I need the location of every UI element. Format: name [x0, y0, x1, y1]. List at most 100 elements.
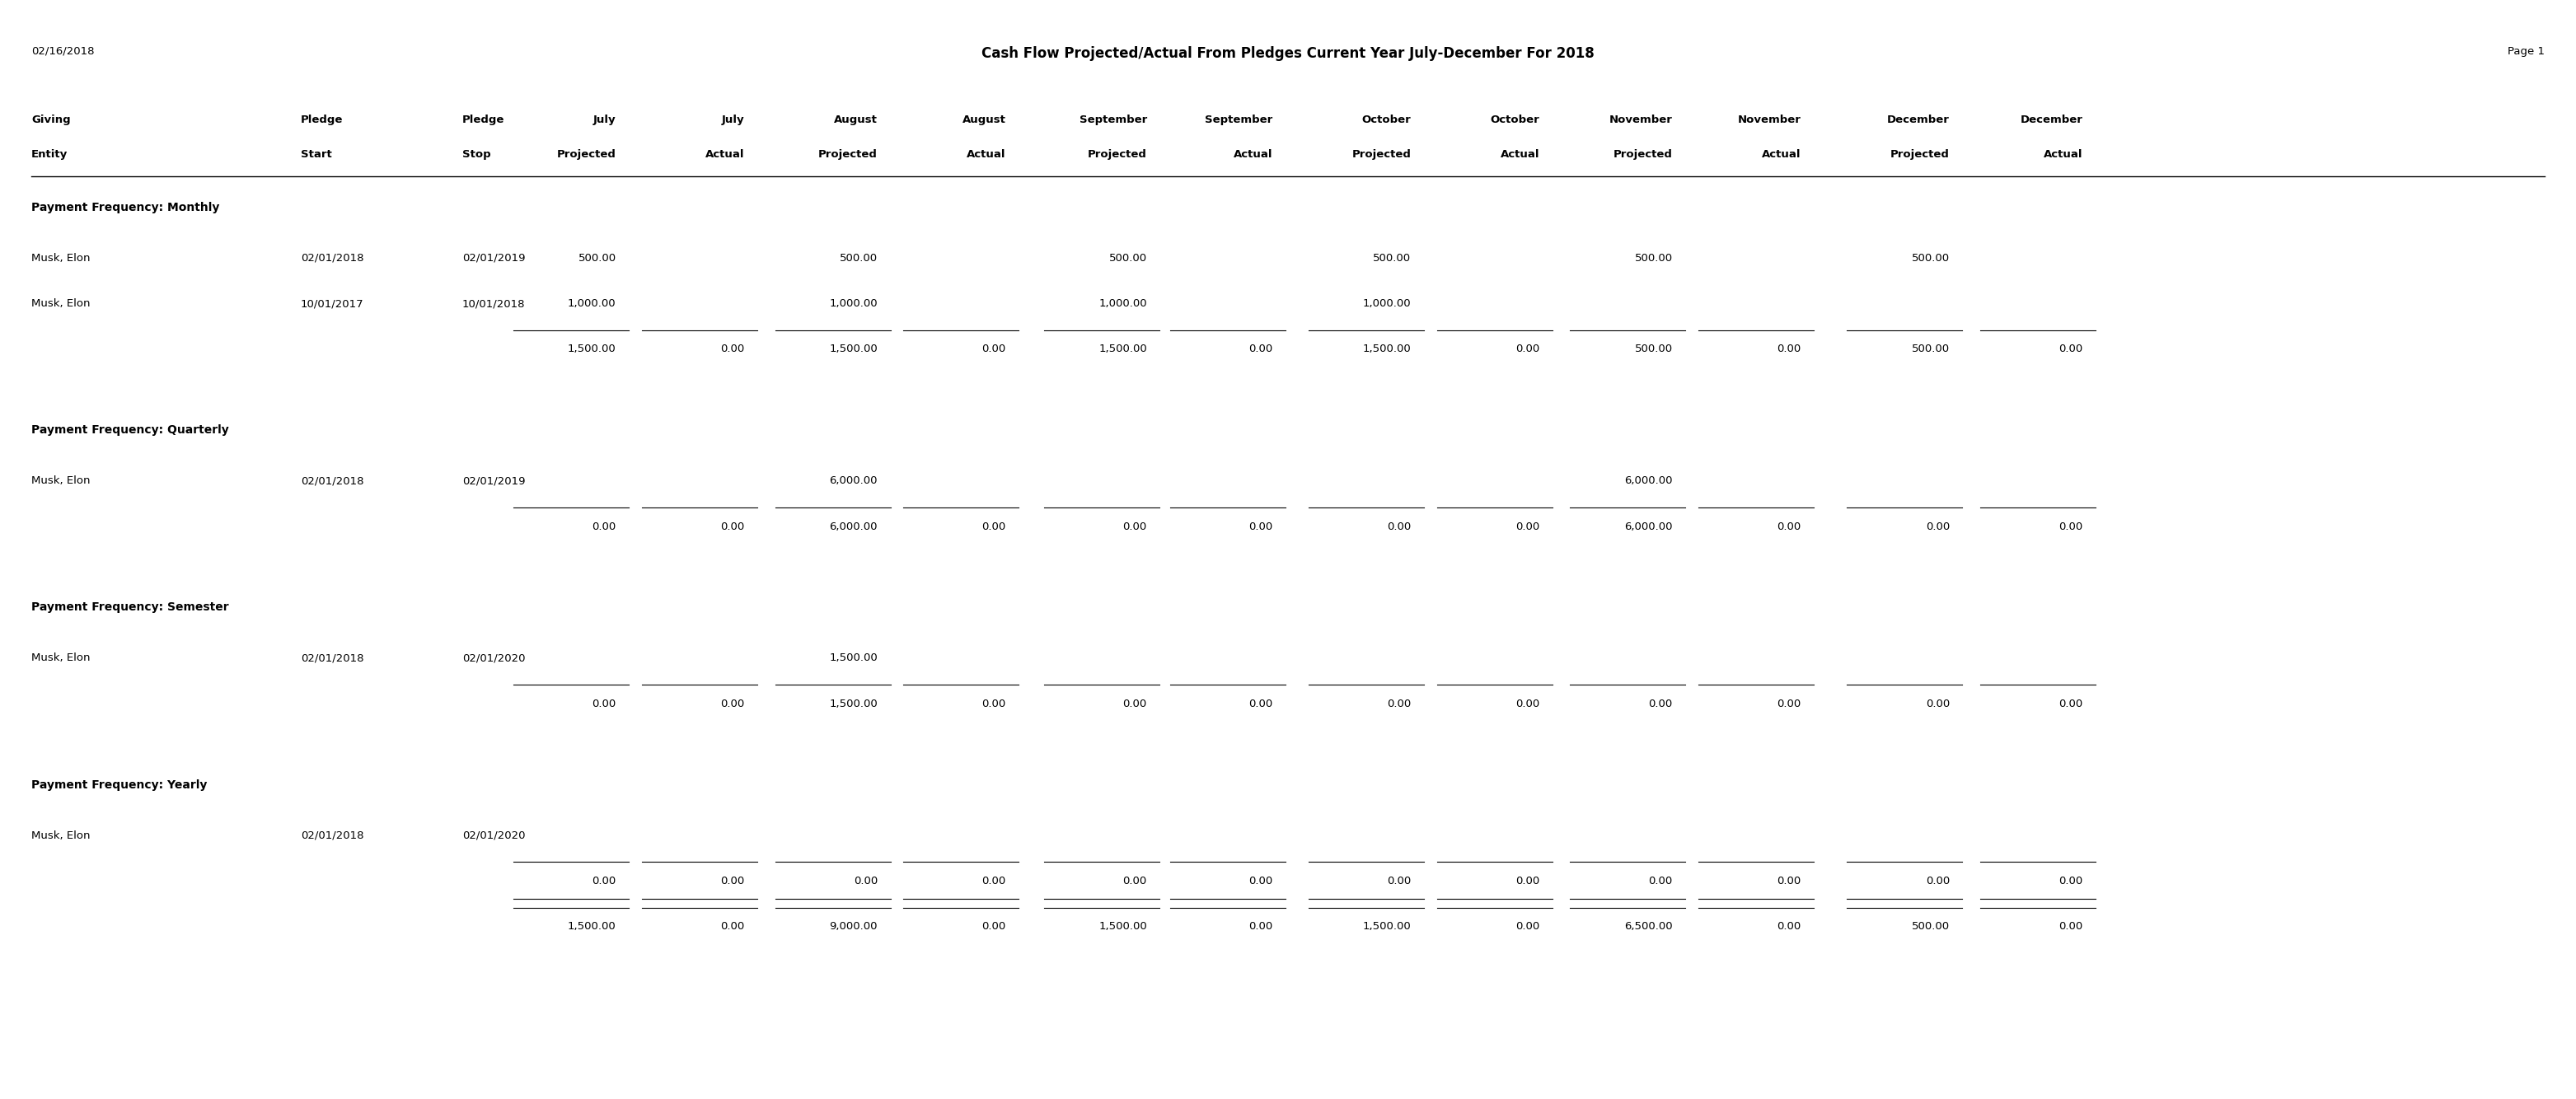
Text: 0.00: 0.00 [1249, 344, 1273, 355]
Text: Actual: Actual [706, 149, 744, 160]
Text: 0.00: 0.00 [721, 521, 744, 532]
Text: September: September [1206, 114, 1273, 125]
Text: 6,500.00: 6,500.00 [1625, 921, 1672, 932]
Text: 0.00: 0.00 [1123, 521, 1146, 532]
Text: 02/01/2020: 02/01/2020 [461, 653, 526, 664]
Text: 0.00: 0.00 [1515, 876, 1540, 887]
Text: December: December [2020, 114, 2084, 125]
Text: Actual: Actual [1762, 149, 1801, 160]
Text: 6,000.00: 6,000.00 [1625, 476, 1672, 486]
Text: 0.00: 0.00 [1515, 921, 1540, 932]
Text: 02/01/2019: 02/01/2019 [461, 476, 526, 486]
Text: Musk, Elon: Musk, Elon [31, 476, 90, 486]
Text: Musk, Elon: Musk, Elon [31, 653, 90, 664]
Text: 0.00: 0.00 [2058, 344, 2084, 355]
Text: Pledge: Pledge [461, 114, 505, 125]
Text: Payment Frequency: Quarterly: Payment Frequency: Quarterly [31, 424, 229, 436]
Text: 0.00: 0.00 [2058, 921, 2084, 932]
Text: November: November [1739, 114, 1801, 125]
Text: Musk, Elon: Musk, Elon [31, 298, 90, 309]
Text: 0.00: 0.00 [721, 876, 744, 887]
Text: 02/01/2018: 02/01/2018 [301, 253, 363, 264]
Text: 0.00: 0.00 [721, 344, 744, 355]
Text: October: October [1363, 114, 1412, 125]
Text: 0.00: 0.00 [981, 699, 1005, 709]
Text: 0.00: 0.00 [853, 876, 878, 887]
Text: August: August [963, 114, 1005, 125]
Text: 0.00: 0.00 [981, 344, 1005, 355]
Text: October: October [1489, 114, 1540, 125]
Text: 02/01/2018: 02/01/2018 [301, 653, 363, 664]
Text: Projected: Projected [1087, 149, 1146, 160]
Text: Payment Frequency: Yearly: Payment Frequency: Yearly [31, 779, 206, 790]
Text: 0.00: 0.00 [1777, 344, 1801, 355]
Text: 1,500.00: 1,500.00 [1363, 344, 1412, 355]
Text: September: September [1079, 114, 1146, 125]
Text: 500.00: 500.00 [1636, 253, 1672, 264]
Text: Projected: Projected [819, 149, 878, 160]
Text: 1,000.00: 1,000.00 [1363, 298, 1412, 309]
Text: Actual: Actual [2043, 149, 2084, 160]
Text: July: July [592, 114, 616, 125]
Text: 0.00: 0.00 [1249, 521, 1273, 532]
Text: 1,500.00: 1,500.00 [829, 344, 878, 355]
Text: 1,500.00: 1,500.00 [829, 653, 878, 664]
Text: 1,000.00: 1,000.00 [1097, 298, 1146, 309]
Text: 1,500.00: 1,500.00 [1363, 921, 1412, 932]
Text: 02/16/2018: 02/16/2018 [31, 46, 95, 57]
Text: Giving: Giving [31, 114, 70, 125]
Text: 0.00: 0.00 [1123, 699, 1146, 709]
Text: 0.00: 0.00 [1924, 699, 1950, 709]
Text: 1,500.00: 1,500.00 [1097, 344, 1146, 355]
Text: 0.00: 0.00 [1249, 699, 1273, 709]
Text: 500.00: 500.00 [1911, 344, 1950, 355]
Text: August: August [835, 114, 878, 125]
Text: Start: Start [301, 149, 332, 160]
Text: 10/01/2017: 10/01/2017 [301, 298, 363, 309]
Text: 1,500.00: 1,500.00 [567, 344, 616, 355]
Text: Stop: Stop [461, 149, 492, 160]
Text: Musk, Elon: Musk, Elon [31, 830, 90, 841]
Text: 0.00: 0.00 [1924, 876, 1950, 887]
Text: 0.00: 0.00 [981, 876, 1005, 887]
Text: 0.00: 0.00 [1249, 876, 1273, 887]
Text: 6,000.00: 6,000.00 [829, 476, 878, 486]
Text: Page 1: Page 1 [2506, 46, 2545, 57]
Text: Entity: Entity [31, 149, 67, 160]
Text: 0.00: 0.00 [1515, 699, 1540, 709]
Text: 6,000.00: 6,000.00 [1625, 521, 1672, 532]
Text: 0.00: 0.00 [1649, 876, 1672, 887]
Text: July: July [721, 114, 744, 125]
Text: 0.00: 0.00 [981, 521, 1005, 532]
Text: Actual: Actual [1234, 149, 1273, 160]
Text: Cash Flow Projected/Actual From Pledges Current Year July-December For 2018: Cash Flow Projected/Actual From Pledges … [981, 46, 1595, 60]
Text: 500.00: 500.00 [1636, 344, 1672, 355]
Text: 0.00: 0.00 [721, 921, 744, 932]
Text: Pledge: Pledge [301, 114, 343, 125]
Text: 500.00: 500.00 [1911, 921, 1950, 932]
Text: 0.00: 0.00 [721, 699, 744, 709]
Text: 1,500.00: 1,500.00 [567, 921, 616, 932]
Text: 1,000.00: 1,000.00 [829, 298, 878, 309]
Text: 0.00: 0.00 [1515, 344, 1540, 355]
Text: 0.00: 0.00 [981, 921, 1005, 932]
Text: 0.00: 0.00 [592, 876, 616, 887]
Text: 0.00: 0.00 [1386, 521, 1412, 532]
Text: 500.00: 500.00 [1108, 253, 1146, 264]
Text: 0.00: 0.00 [1515, 521, 1540, 532]
Text: Projected: Projected [1613, 149, 1672, 160]
Text: 0.00: 0.00 [1123, 876, 1146, 887]
Text: 0.00: 0.00 [1924, 521, 1950, 532]
Text: 02/01/2020: 02/01/2020 [461, 830, 526, 841]
Text: 02/01/2018: 02/01/2018 [301, 830, 363, 841]
Text: Payment Frequency: Monthly: Payment Frequency: Monthly [31, 201, 219, 213]
Text: Actual: Actual [1499, 149, 1540, 160]
Text: Payment Frequency: Semester: Payment Frequency: Semester [31, 602, 229, 613]
Text: 0.00: 0.00 [2058, 699, 2084, 709]
Text: 500.00: 500.00 [577, 253, 616, 264]
Text: 0.00: 0.00 [592, 521, 616, 532]
Text: 0.00: 0.00 [1777, 521, 1801, 532]
Text: 10/01/2018: 10/01/2018 [461, 298, 526, 309]
Text: 1,500.00: 1,500.00 [829, 699, 878, 709]
Text: 02/01/2018: 02/01/2018 [301, 476, 363, 486]
